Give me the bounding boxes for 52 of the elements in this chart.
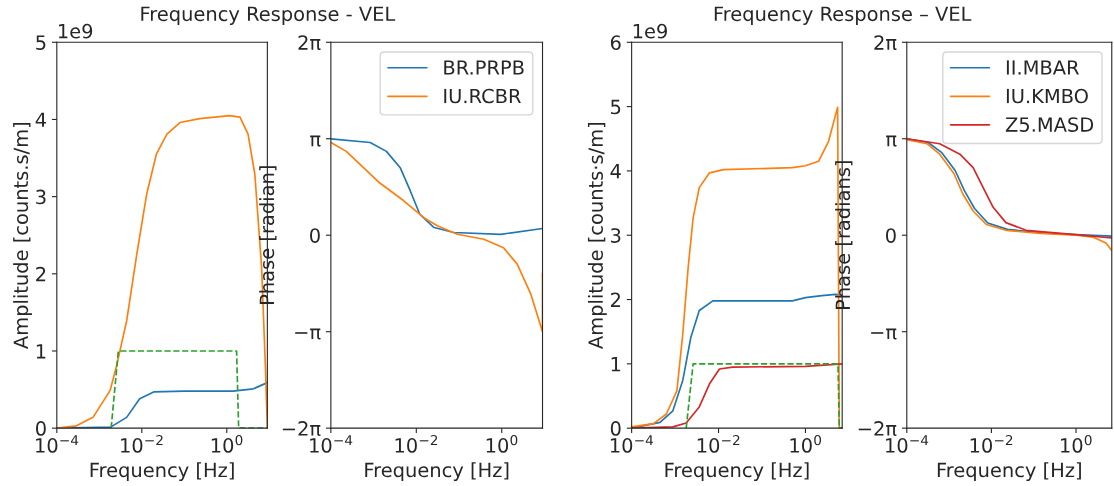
y-tick-label: 2π xyxy=(874,35,897,51)
y-tick-label: 2 xyxy=(610,292,620,307)
x-tick-label: 10$^{−2}$ xyxy=(121,434,163,453)
y-axis-title: Amplitude [counts·s/m] xyxy=(587,123,607,349)
y-tick-label: π xyxy=(886,135,897,147)
y-tick-label: −π xyxy=(295,328,321,340)
text: 1e9 xyxy=(633,23,667,39)
chart-title: Frequency Response - VEL xyxy=(141,6,396,25)
y-tick-label: 0 xyxy=(36,421,46,436)
y-tick-label: 1 xyxy=(611,357,621,372)
x-axis-title: Frequency [Hz] xyxy=(365,462,509,482)
y-tick-label: −π xyxy=(871,328,897,340)
y-tick-label: 5 xyxy=(611,99,621,115)
x-axis-title: Frequency [Hz] xyxy=(937,462,1081,482)
y-tick-label: 5 xyxy=(36,35,46,50)
x-tick-label: 10$^{−4}$ xyxy=(310,435,353,453)
y-tick-label: −2π xyxy=(858,421,897,436)
y-tick-label: 6 xyxy=(610,35,621,50)
x-tick-label: 10$^{−2}$ xyxy=(697,434,740,453)
x-tick-label: 10$^{−4}$ xyxy=(610,435,654,453)
legend-label: IU.KMBO xyxy=(1006,88,1088,104)
y-tick-label: 0 xyxy=(610,421,621,436)
y-axis-title: Amplitude [counts.s/m] xyxy=(13,123,32,349)
x-tick-label: 10$^{0}$ xyxy=(1061,434,1092,453)
y-tick-label: 2π xyxy=(298,35,321,51)
legend-label: BR.PRPB xyxy=(444,60,524,75)
x-axis-title: Frequency [Hz] xyxy=(90,462,234,482)
x-tick-label: 10$^{0}$ xyxy=(211,434,243,453)
y-axis-title: Phase [radians] xyxy=(835,161,853,310)
legend-label: Z5.MASD xyxy=(1005,117,1094,132)
legend-label: IU.RCBR xyxy=(444,88,521,104)
y-tick-label: π xyxy=(310,135,321,147)
x-tick-label: 10$^{−4}$ xyxy=(886,435,929,453)
y-tick-label: 3 xyxy=(611,228,621,243)
x-tick-label: 10$^{−4}$ xyxy=(36,435,79,453)
y-axis-title: Phase [radian] xyxy=(259,166,277,304)
y-tick-label: −2π xyxy=(282,421,321,436)
y-tick-label: 4 xyxy=(35,112,46,127)
legend-label: II.MBAR xyxy=(1006,60,1080,75)
chart-title: Frequency Response – VEL xyxy=(714,6,972,25)
y-tick-label: 2 xyxy=(36,266,46,282)
y-tick-label: 0 xyxy=(885,228,896,243)
y-tick-label: 1 xyxy=(36,344,46,359)
y-tick-label: 0 xyxy=(310,228,320,243)
x-tick-label: 10$^{−2}$ xyxy=(395,434,438,453)
text: 1e9 xyxy=(58,23,93,39)
y-tick-label: 3 xyxy=(36,189,46,205)
x-tick-label: 10$^{0}$ xyxy=(486,434,518,453)
x-axis-title: Frequency [Hz] xyxy=(665,462,809,482)
x-tick-label: 10$^{0}$ xyxy=(790,434,822,453)
y-tick-label: 4 xyxy=(610,164,621,179)
x-tick-label: 10$^{−2}$ xyxy=(970,434,1013,453)
